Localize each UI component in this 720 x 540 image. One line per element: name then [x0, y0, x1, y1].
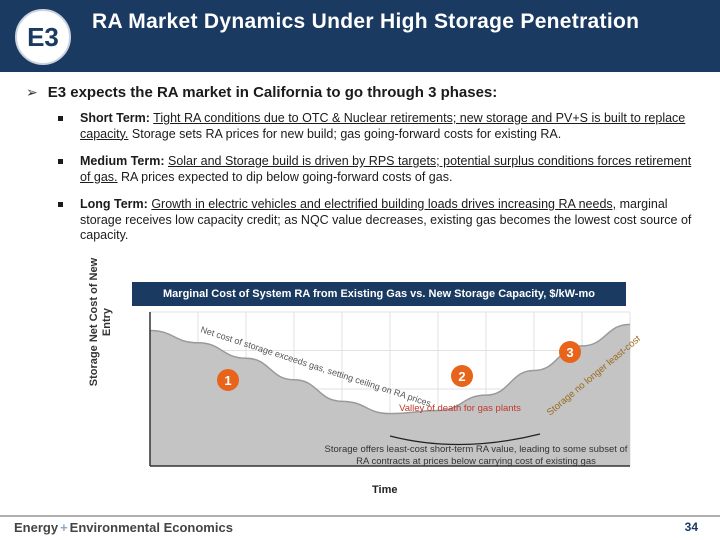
- phase-2-badge: [451, 365, 473, 387]
- footer-brand-left: Energy: [14, 520, 59, 535]
- bullet-text: marginal storage receives low capacity c…: [80, 197, 692, 242]
- bullet-marker-icon: [58, 202, 63, 207]
- ra-cost-chart: Net cost of storage exceeds gas, setting…: [149, 306, 640, 467]
- lead-text: E3 expects the RA market in California t…: [47, 84, 498, 101]
- bottom-bracket: [389, 433, 541, 446]
- bullet-medium-term: Medium Term: Solar and Storage build is …: [58, 154, 698, 185]
- bullet-text: RA prices expected to dip below going-fo…: [117, 169, 453, 184]
- bullet-short-term: Short Term: Tight RA conditions due to O…: [58, 111, 698, 142]
- bullet-term: Short Term:: [80, 111, 150, 125]
- page-title: RA Market Dynamics Under High Storage Pe…: [92, 10, 640, 33]
- phase-3-badge: [559, 341, 581, 363]
- right-arrow-icon: ➢: [26, 84, 38, 100]
- phase-1-badge: [217, 369, 239, 391]
- cost-curve-area: [150, 324, 630, 466]
- bullet-term: Long Term:: [80, 197, 148, 211]
- page-number: 34: [684, 520, 698, 534]
- bullet-marker-icon: [58, 116, 63, 121]
- bullet-underlined-text: Growth in electric vehicles and electrif…: [151, 197, 617, 211]
- bullet-term: Medium Term:: [80, 154, 165, 168]
- cost-curve-line: [149, 323, 631, 415]
- bullet-underlined-text: Solar and Storage build is driven by RPS…: [80, 154, 692, 184]
- phase-1-label: 1: [224, 373, 231, 388]
- footer-divider: [0, 515, 720, 517]
- chart-x-axis-label: Time: [372, 484, 398, 496]
- chart-y-axis-label: Storage Net Cost of New Entry: [88, 257, 113, 387]
- bottom-annotation: Storage offers least-cost short-term RA …: [324, 444, 628, 467]
- valley-annotation: Valley of death for gas plants: [399, 403, 521, 414]
- bullet-long-term: Long Term: Growth in electric vehicles a…: [58, 197, 698, 244]
- footer-brand-right: Environmental Economics: [69, 520, 233, 535]
- bullet-underlined-text: Tight RA conditions due to OTC & Nuclear…: [80, 111, 686, 141]
- phase-3-label: 3: [566, 345, 573, 360]
- chart-title: Marginal Cost of System RA from Existing…: [132, 282, 626, 306]
- bullet-text: Storage sets RA prices for new build; ga…: [128, 126, 562, 141]
- lead-line: ➢ E3 expects the RA market in California…: [26, 84, 497, 101]
- phase-bullets: Short Term: Tight RA conditions due to O…: [58, 111, 698, 256]
- footer: Energy + Environmental Economics 34: [0, 517, 720, 540]
- bullet-marker-icon: [58, 159, 63, 164]
- phase-2-label: 2: [458, 369, 465, 384]
- svg-text:E3: E3: [27, 22, 59, 52]
- footer-brand-separator: +: [60, 520, 68, 535]
- e3-logo-icon: E3: [15, 9, 71, 65]
- title-bar: E3 RA Market Dynamics Under High Storage…: [0, 0, 720, 72]
- footer-brand: Energy + Environmental Economics: [14, 520, 233, 535]
